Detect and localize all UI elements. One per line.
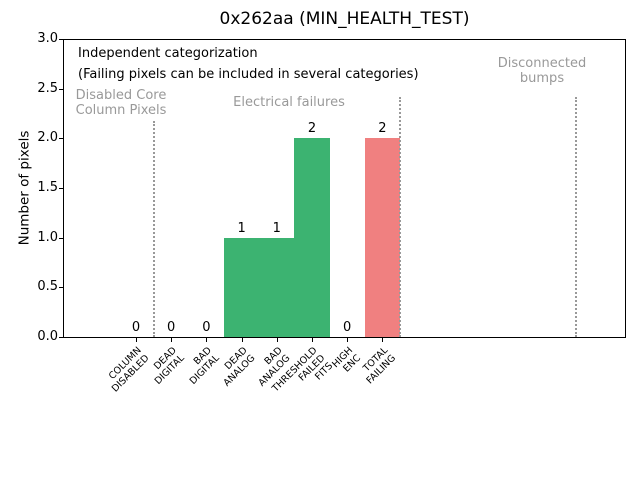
- y-tick-label: 1.0: [37, 229, 58, 245]
- bar: [294, 138, 330, 337]
- section-separator-line: [399, 97, 401, 337]
- section-separator-line: [152, 121, 155, 337]
- bar-value-label: 2: [378, 121, 387, 137]
- x-tick-mark: [171, 338, 173, 342]
- bar: [364, 138, 400, 337]
- annotation-failing-pixels-note: (Failing pixels can be included in sever…: [78, 67, 419, 82]
- bar: [259, 237, 295, 337]
- y-tick-label: 3.0: [37, 31, 58, 46]
- chart-title: 0x262aa (MIN_HEALTH_TEST): [219, 9, 470, 29]
- bar-value-label: 0: [167, 320, 176, 335]
- section-label-disabled-core-column-pixels: Disabled Core Column Pixels: [75, 88, 167, 118]
- annotation-independent-categorization: Independent categorization: [78, 46, 258, 61]
- bar-value-label: 0: [202, 320, 211, 335]
- x-category-label: DEAD DIGITAL: [152, 345, 187, 387]
- bar: [224, 237, 260, 337]
- x-tick-mark: [206, 338, 208, 342]
- bar-value-label: 1: [272, 220, 281, 236]
- x-category-label: DEAD ANALOG: [221, 345, 258, 389]
- x-tick-mark: [241, 338, 243, 342]
- y-tick-label: 2.0: [37, 130, 58, 146]
- x-category-label: BAD DIGITAL: [187, 345, 222, 387]
- y-tick-label: 2.5: [37, 80, 58, 96]
- bar-value-label: 0: [131, 320, 141, 335]
- x-category-label: TOTAL FAILING: [361, 345, 398, 387]
- x-tick-mark: [136, 338, 137, 342]
- y-tick-mark: [59, 138, 63, 140]
- bar-value-label: 0: [343, 320, 352, 335]
- y-tick-mark: [59, 337, 63, 338]
- y-tick-label: 1.5: [37, 180, 58, 195]
- x-category-label: COLUMN DISABLED: [106, 345, 152, 395]
- x-tick-mark: [312, 338, 313, 342]
- plot-area: [63, 39, 626, 338]
- x-tick-mark: [382, 338, 384, 342]
- y-tick-mark: [59, 237, 63, 239]
- bar-value-label: 2: [307, 121, 317, 137]
- section-separator-line: [575, 97, 577, 337]
- section-label-disconnected-bumps: Disconnected bumps: [497, 56, 587, 86]
- y-tick-mark: [59, 88, 63, 90]
- y-tick-mark: [59, 39, 63, 40]
- x-tick-mark: [347, 338, 349, 342]
- section-label-electrical-failures: Electrical failures: [233, 95, 345, 110]
- x-tick-mark: [276, 338, 278, 342]
- y-tick-mark: [59, 188, 63, 189]
- y-tick-mark: [59, 287, 63, 289]
- bar-value-label: 1: [237, 220, 246, 236]
- y-tick-label: 0.0: [37, 329, 58, 344]
- y-tick-label: 0.5: [37, 279, 58, 295]
